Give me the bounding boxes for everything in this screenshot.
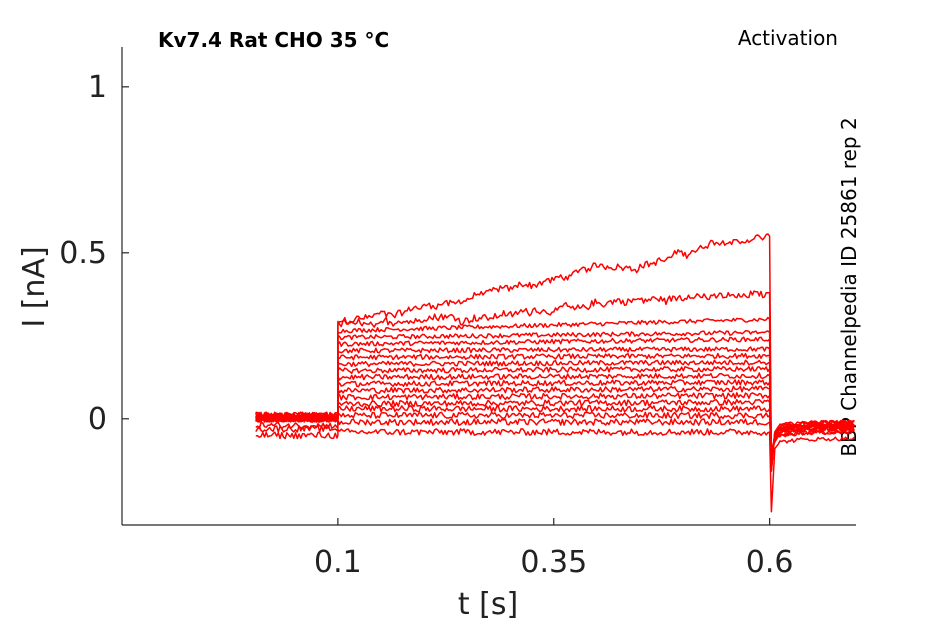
x-tick-label: 0.1 xyxy=(314,545,362,580)
current-trace xyxy=(255,365,855,460)
current-trace xyxy=(255,330,855,467)
y-axis-label: I [nA] xyxy=(17,246,52,327)
current-trace xyxy=(255,336,855,468)
current-trace xyxy=(255,418,855,451)
x-tick-label: 0.6 xyxy=(746,545,794,580)
y-tick-label: 1 xyxy=(88,70,107,105)
y-tick-label: 0 xyxy=(88,402,107,437)
current-trace xyxy=(255,428,855,513)
current-trace xyxy=(255,372,855,458)
y-tick-label: 0.5 xyxy=(59,236,107,271)
current-trace xyxy=(255,398,855,453)
axes: 0.1 0.35 0.6 0 0.5 1 xyxy=(59,47,856,580)
protocol-label: Activation xyxy=(738,26,838,50)
source-label: BBP Channelpedia ID 25861 rep 2 xyxy=(837,117,861,456)
plot-area xyxy=(255,233,855,513)
current-trace xyxy=(255,316,855,472)
current-trace xyxy=(255,290,855,470)
current-trace xyxy=(255,352,855,464)
current-trace xyxy=(255,385,855,457)
current-trace xyxy=(255,359,855,462)
current-trace xyxy=(255,405,855,451)
x-axis-label: t [s] xyxy=(458,587,518,622)
current-trace xyxy=(255,379,855,456)
current-trace xyxy=(255,233,855,472)
current-trace xyxy=(255,411,855,453)
x-tick-label: 0.35 xyxy=(520,545,587,580)
current-trace xyxy=(255,392,855,455)
chart-title: Kv7.4 Rat CHO 35 °C xyxy=(158,28,389,52)
current-trace xyxy=(255,346,855,466)
